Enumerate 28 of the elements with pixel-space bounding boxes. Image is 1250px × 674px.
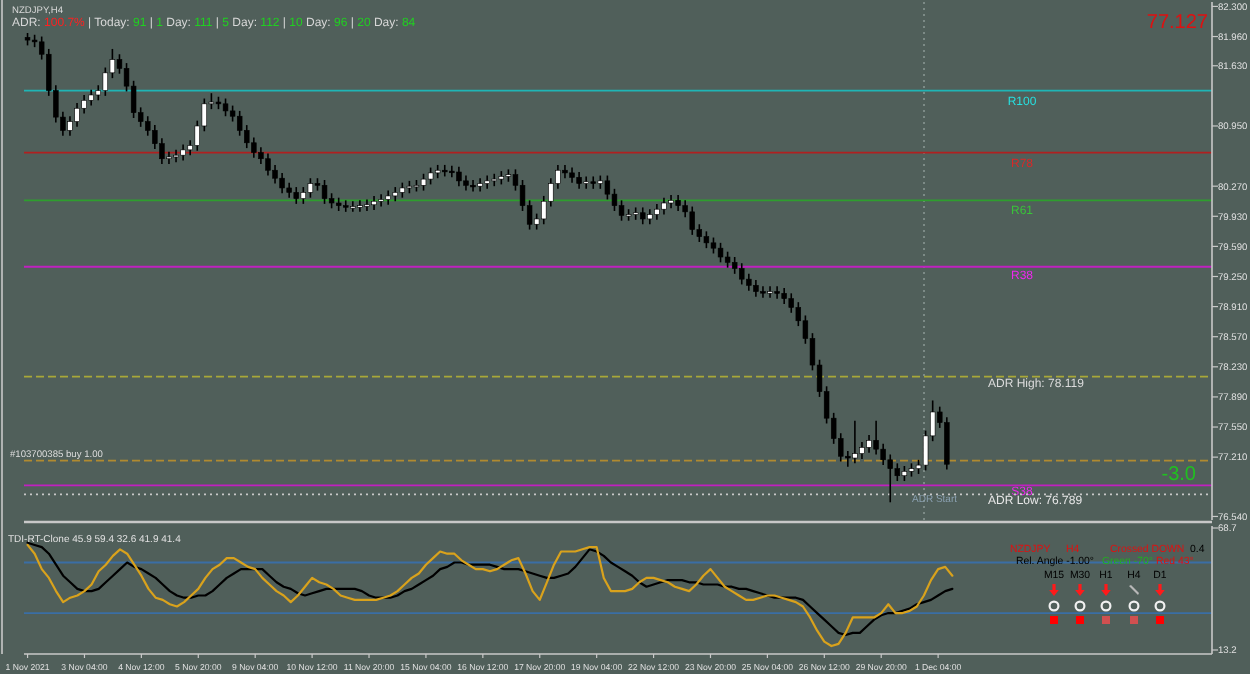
candlestick	[279, 172, 285, 195]
candlestick	[590, 175, 596, 190]
candlestick	[774, 285, 780, 300]
candlestick	[378, 193, 384, 208]
annotation: -3.0	[1161, 464, 1197, 486]
candlestick	[739, 262, 745, 286]
candlestick	[760, 285, 766, 299]
candlestick	[166, 150, 172, 165]
candlestick	[357, 199, 363, 213]
candlestick	[689, 205, 695, 236]
candlestick	[350, 200, 356, 213]
candlestick	[343, 199, 349, 213]
annotation: 77.127	[1146, 12, 1209, 34]
candlestick	[442, 164, 448, 178]
candlestick	[102, 66, 109, 97]
candlestick	[717, 242, 724, 264]
candlestick	[307, 177, 314, 199]
candlestick	[321, 179, 328, 205]
candlestick	[74, 102, 80, 128]
candlestick	[767, 285, 773, 299]
candlestick	[173, 149, 179, 164]
candlestick	[604, 174, 611, 201]
candlestick	[852, 420, 858, 465]
candlestick	[788, 292, 794, 314]
candlestick	[364, 198, 370, 212]
candlestick	[456, 165, 462, 187]
candlestick	[265, 152, 271, 177]
candlestick	[583, 175, 589, 190]
